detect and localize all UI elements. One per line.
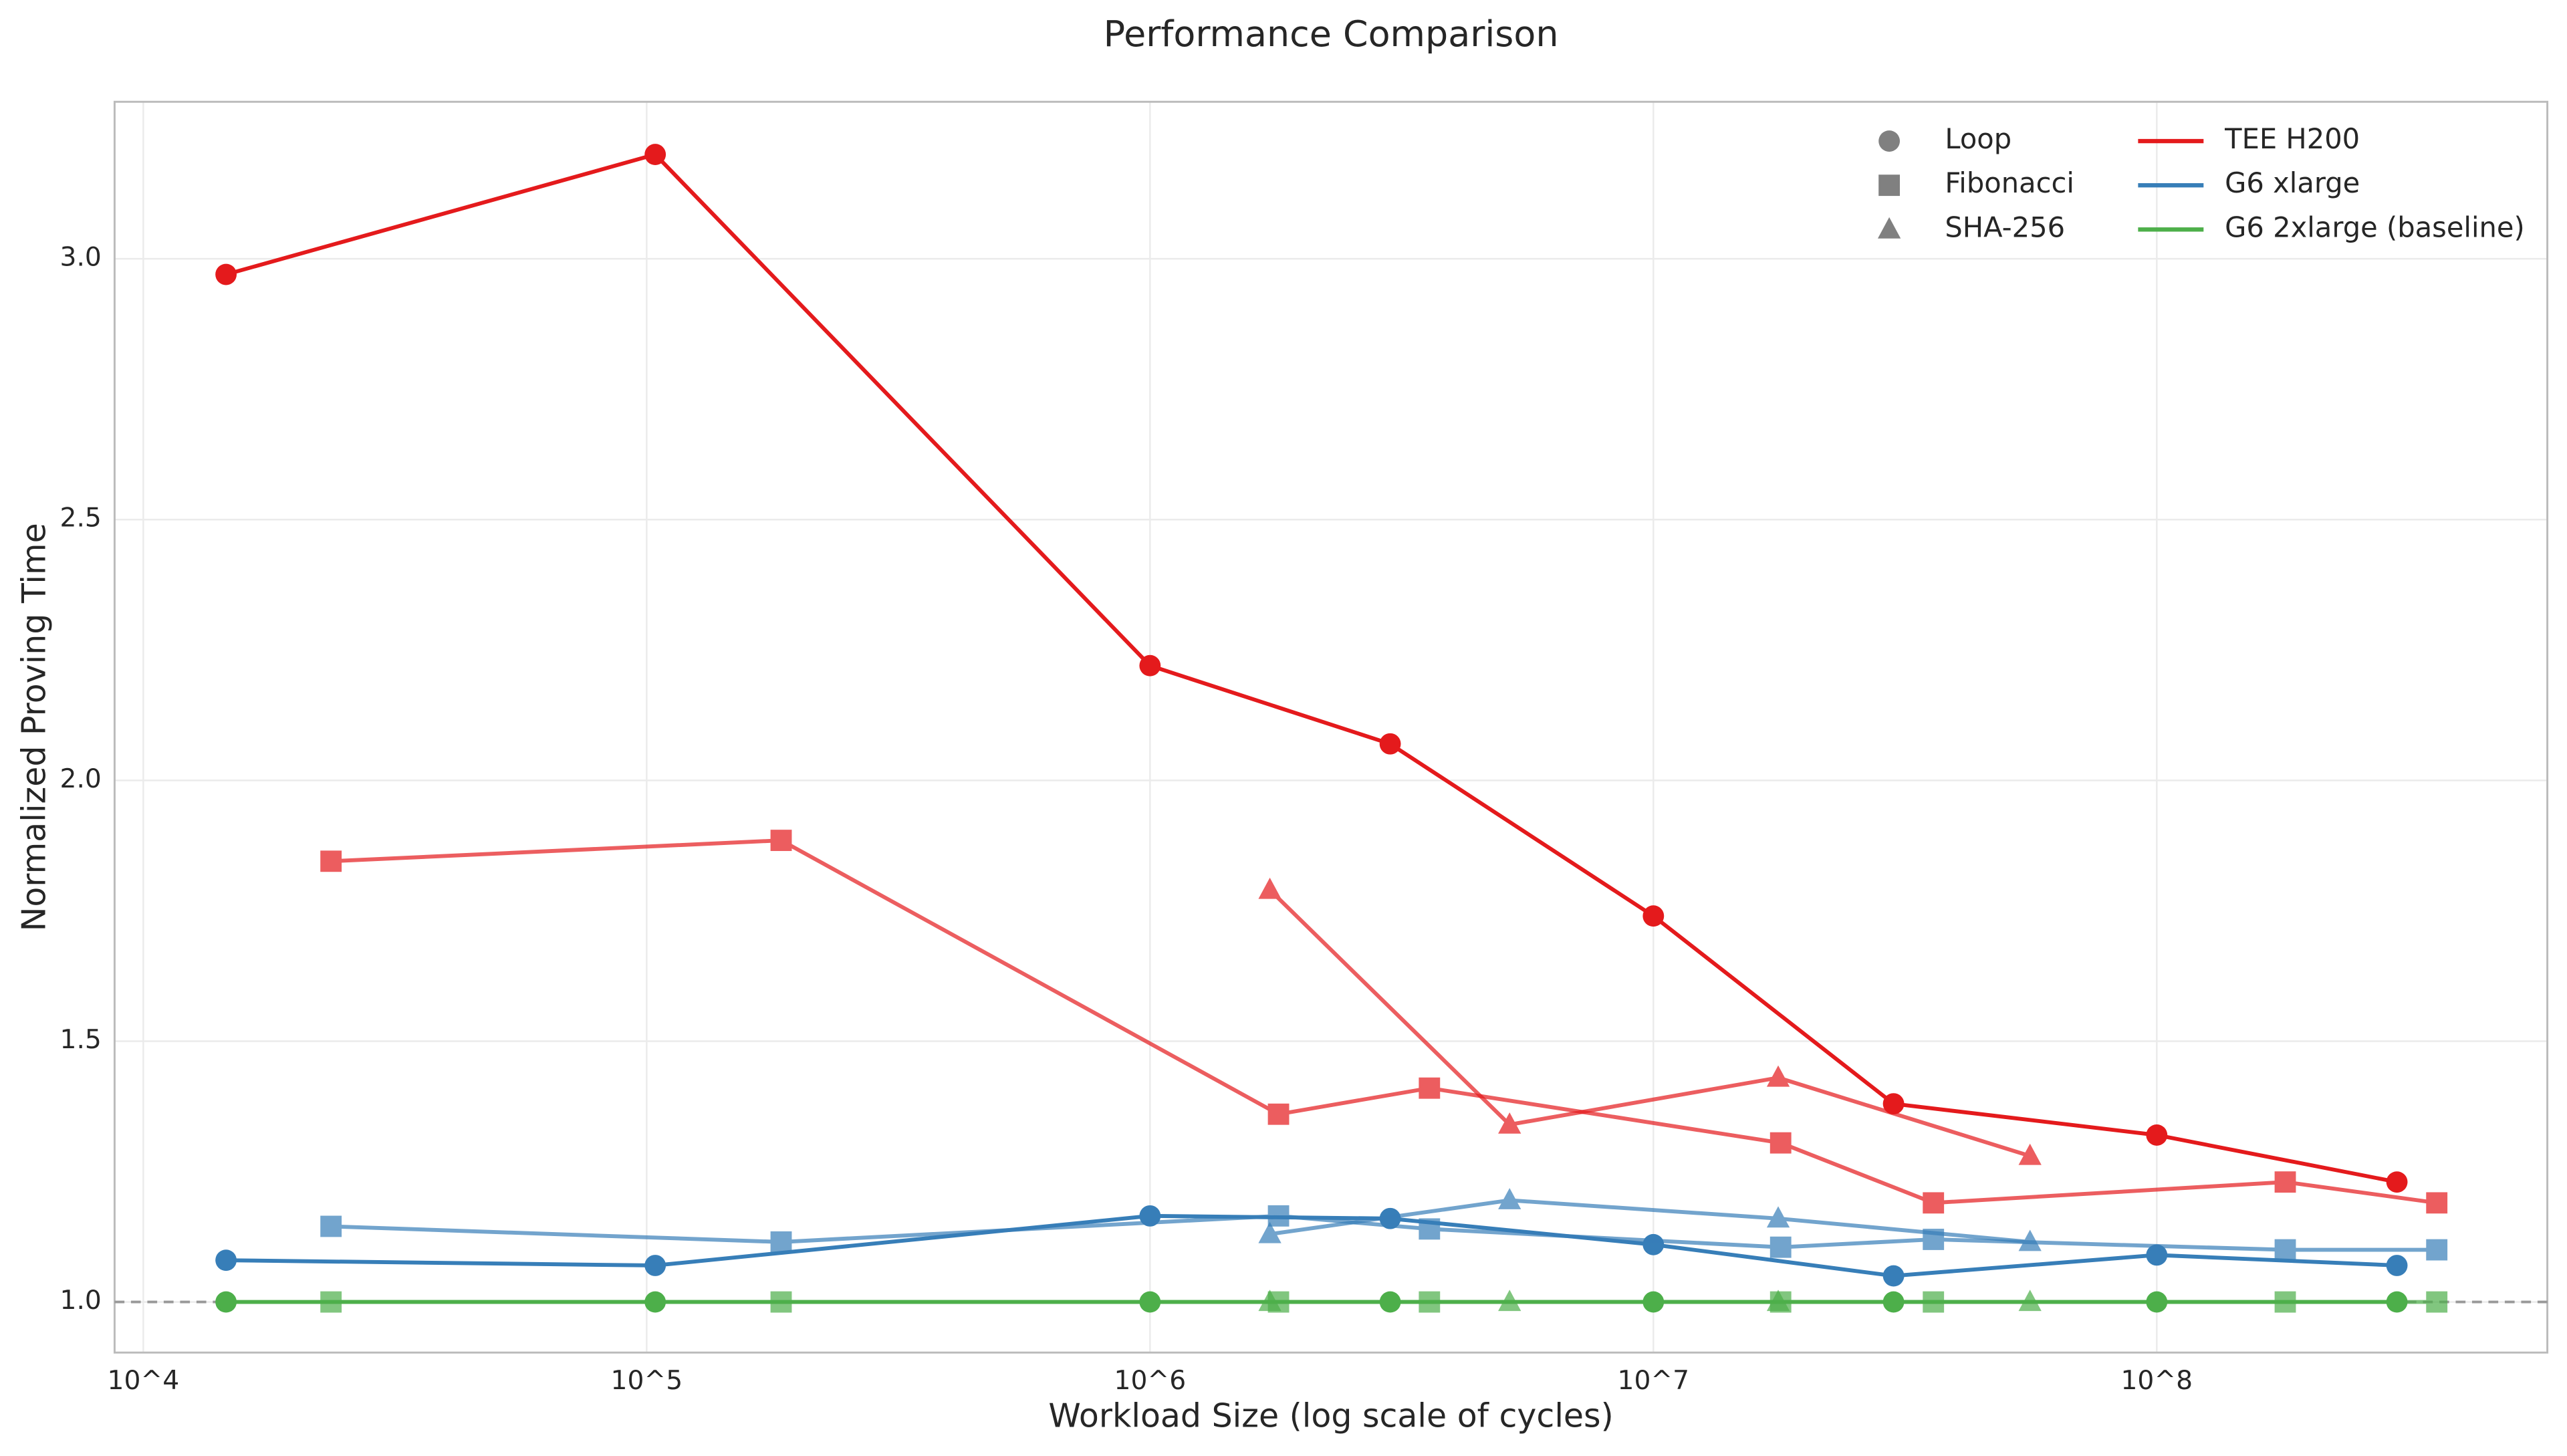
- marker: [1419, 1077, 1441, 1099]
- y-axis-label: Normalized Proving Time: [15, 523, 53, 931]
- y-tick-label: 1.0: [60, 1286, 102, 1316]
- series-group: [320, 1205, 2448, 1261]
- marker: [2386, 1171, 2408, 1193]
- marker: [1882, 1093, 1905, 1115]
- marker: [320, 1215, 342, 1237]
- marker: [1419, 1218, 1441, 1240]
- marker: [1882, 1265, 1905, 1287]
- marker: [1258, 1290, 1281, 1312]
- marker: [215, 263, 237, 285]
- marker: [1766, 1065, 1790, 1087]
- marker: [2018, 1229, 2042, 1251]
- x-tick-label: 10^4: [108, 1366, 180, 1396]
- marker: [1642, 905, 1665, 927]
- marker: [215, 1291, 237, 1313]
- marker: [1769, 1132, 1792, 1154]
- marker: [2426, 1239, 2448, 1261]
- marker: [2146, 1124, 2168, 1146]
- legend: Loop Fibonacci SHA-256 TEE H200 G6 xlarge G6 …: [1877, 122, 2525, 243]
- marker: [1766, 1206, 1790, 1228]
- y-tick-label: 3.0: [60, 243, 102, 273]
- marker: [2274, 1291, 2296, 1313]
- y-tick-label: 2.0: [60, 764, 102, 794]
- marker: [2386, 1255, 2408, 1276]
- x-tick-label: 10^6: [1114, 1366, 1187, 1396]
- marker: [644, 144, 666, 165]
- marker: [1877, 217, 1901, 239]
- series-line: [1269, 1198, 2030, 1244]
- marker: [770, 1291, 792, 1313]
- series-group: [1258, 877, 2042, 1165]
- marker: [1258, 1221, 1281, 1243]
- series-line: [226, 1213, 2397, 1278]
- x-tick-label: 10^7: [1618, 1366, 1690, 1396]
- marker: [2018, 1143, 2042, 1165]
- plot-frame: [113, 100, 2549, 1354]
- legend-label: G6 2xlarge (baseline): [2225, 211, 2525, 243]
- marker: [1498, 1188, 1521, 1209]
- y-tick-label: 2.5: [60, 503, 102, 533]
- marker: [2274, 1239, 2296, 1261]
- legend-label: Loop: [1945, 122, 2011, 155]
- marker: [1267, 1103, 1290, 1125]
- marker: [1642, 1233, 1665, 1255]
- marker: [1498, 1290, 1521, 1312]
- marker: [1498, 1112, 1521, 1134]
- marker: [1139, 654, 1161, 677]
- marker: [1878, 174, 1901, 197]
- marker: [770, 830, 792, 852]
- marker: [215, 1249, 237, 1271]
- marker: [2426, 1291, 2448, 1313]
- marker: [320, 850, 342, 872]
- series-line: [331, 1213, 2437, 1252]
- series-group: [1258, 1290, 2042, 1312]
- marker: [1923, 1192, 1945, 1214]
- marker: [1769, 1236, 1792, 1258]
- marker: [2274, 1171, 2296, 1193]
- marker: [1766, 1290, 1790, 1312]
- legend-label: G6 xlarge: [2225, 166, 2360, 199]
- marker: [1878, 130, 1901, 152]
- marker: [1267, 1205, 1290, 1227]
- legend-label: Fibonacci: [1945, 166, 2074, 199]
- marker: [770, 1231, 792, 1253]
- y-tick-label: 1.5: [60, 1025, 102, 1055]
- marker: [1258, 877, 1281, 899]
- marker: [320, 1291, 342, 1313]
- x-tick-label: 10^5: [611, 1366, 683, 1396]
- marker: [2426, 1192, 2448, 1214]
- legend-label: SHA-256: [1945, 211, 2065, 243]
- marker: [644, 1255, 666, 1276]
- series-group: [320, 830, 2448, 1214]
- series-group: [215, 144, 2408, 1193]
- series-group: [1258, 1188, 2042, 1251]
- marker: [1379, 733, 1401, 755]
- x-tick-label: 10^8: [2121, 1366, 2193, 1396]
- legend-label: TEE H200: [2224, 122, 2360, 155]
- series-line: [1268, 888, 2031, 1158]
- series-line: [331, 838, 2437, 1205]
- marker: [2146, 1244, 2168, 1266]
- x-axis-label: Workload Size (log scale of cycles): [1048, 1397, 1613, 1435]
- chart-title: Performance Comparison: [1104, 13, 1559, 55]
- marker: [2018, 1290, 2042, 1312]
- series-line: [225, 152, 2398, 1185]
